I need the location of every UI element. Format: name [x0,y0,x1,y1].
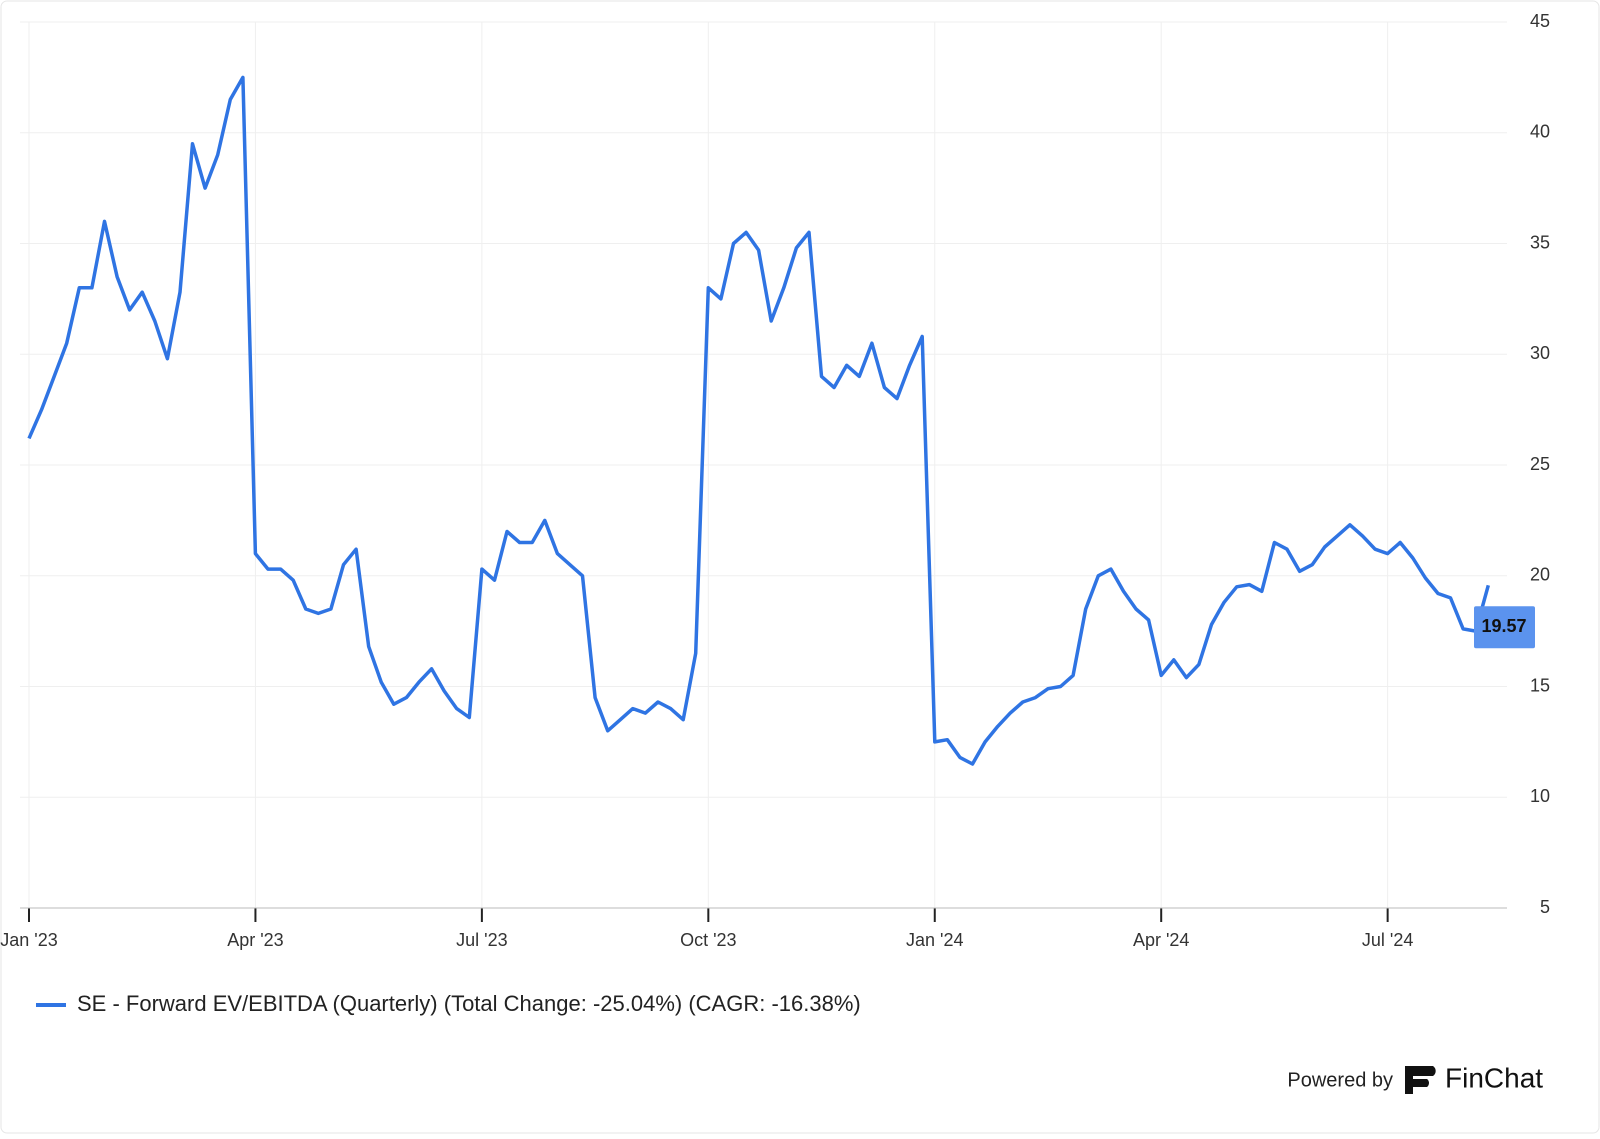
y-tick-label: 25 [1530,454,1550,474]
y-tick-label: 10 [1530,786,1550,806]
y-tick-label: 20 [1530,565,1550,585]
logo [1405,1066,1436,1094]
y-tick-label: 15 [1530,675,1550,695]
value-label: 19.57 [1481,616,1526,636]
legend-label: SE - Forward EV/EBITDA (Quarterly) (Tota… [77,991,861,1016]
x-tick-label: Jul '23 [456,930,507,950]
value-label-box [1474,606,1535,649]
y-tick-label: 30 [1530,343,1550,363]
y-tick-label: 45 [1530,11,1550,31]
brand-name: FinChat [1445,1062,1543,1093]
x-tick-label: Apr '24 [1133,930,1189,950]
x-tick-label: Jan '24 [906,930,963,950]
y-tick-label: 5 [1540,897,1550,917]
y-tick-label: 40 [1530,122,1550,142]
x-tick-label: Apr '23 [227,930,283,950]
y-tick-label: 35 [1530,232,1550,252]
powered-by: Powered by [1287,1069,1393,1091]
series-line [27,75,1490,766]
x-tick-label: Jan '23 [0,930,57,950]
x-tick-label: Jul '24 [1362,930,1413,950]
x-tick-label: Oct '23 [680,930,736,950]
